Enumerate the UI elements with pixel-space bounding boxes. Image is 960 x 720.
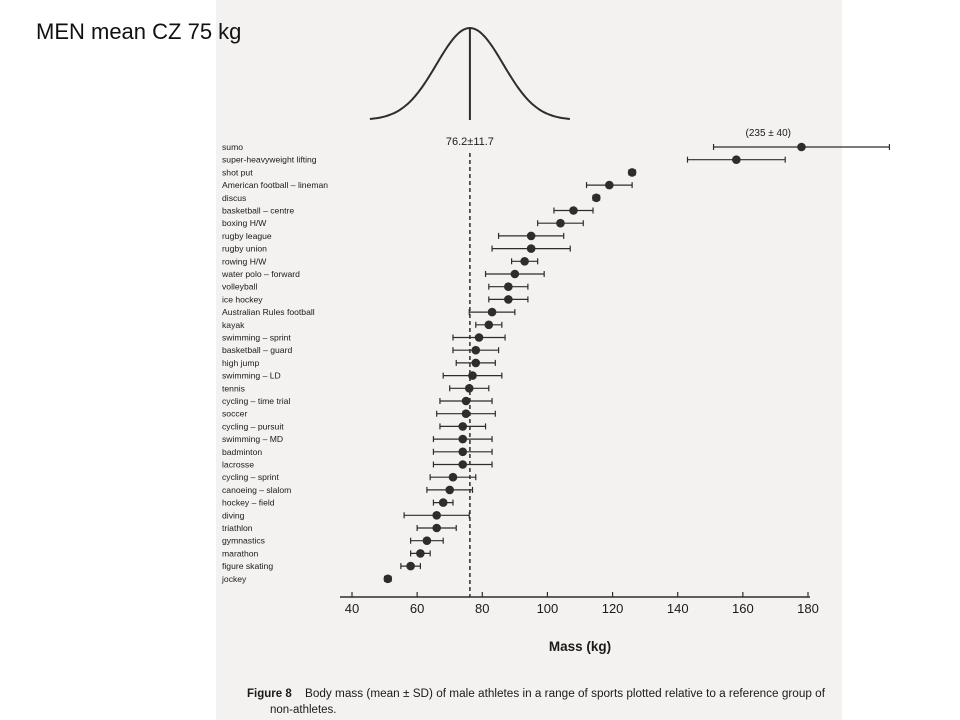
x-tick-label: 160	[732, 601, 754, 616]
data-point	[504, 282, 513, 292]
outlier-annotation: (235 ± 40)	[745, 128, 791, 139]
sport-label: shot put	[222, 167, 253, 177]
sport-label: swimming – LD	[222, 371, 281, 381]
sport-label: lacrosse	[222, 460, 254, 470]
data-point	[569, 206, 578, 215]
sport-label: rugby union	[222, 244, 267, 254]
data-point	[438, 498, 448, 507]
sport-label: volleyball	[222, 282, 257, 292]
sport-label: canoeing – slalom	[222, 485, 291, 495]
sport-label: ice hockey	[222, 294, 263, 304]
sport-label: jockey	[221, 574, 247, 584]
x-axis-title: Mass (kg)	[549, 639, 611, 654]
slide-title: MEN mean CZ 75 kg	[36, 19, 242, 44]
sport-label: soccer	[222, 409, 247, 419]
sport-label: American football – lineman	[222, 180, 328, 190]
data-point	[458, 434, 468, 444]
x-tick-label: 60	[410, 601, 424, 616]
data-point	[468, 371, 477, 380]
data-point	[383, 574, 393, 584]
data-point	[556, 218, 565, 228]
sport-label: kayak	[222, 320, 245, 330]
sport-label: badminton	[222, 447, 262, 457]
sport-label: cycling – pursuit	[222, 421, 284, 431]
sport-label: super-heavyweight lifting	[222, 155, 317, 165]
data-point	[432, 523, 441, 533]
data-point	[458, 460, 468, 469]
sport-label: triathlon	[222, 523, 253, 533]
scanned-figure-background	[216, 0, 842, 720]
data-point	[458, 447, 468, 457]
data-point	[487, 307, 497, 317]
caption-figure-number: Figure 8	[247, 688, 292, 700]
caption-text-line2: non-athletes.	[270, 704, 337, 716]
sport-label: hockey – field	[222, 498, 275, 508]
data-point	[526, 244, 536, 253]
sport-label: rugby league	[222, 231, 272, 241]
data-point	[510, 269, 520, 279]
data-point	[464, 384, 474, 393]
sport-label: diving	[222, 510, 245, 520]
data-point	[797, 142, 806, 152]
x-tick-label: 140	[667, 601, 689, 616]
x-tick-label: 100	[537, 601, 559, 616]
sport-label: rowing H/W	[222, 256, 267, 266]
x-tick-label: 180	[797, 601, 819, 616]
data-point	[627, 168, 637, 177]
x-tick-label: 40	[345, 601, 359, 616]
sport-label: water polo – forward	[221, 269, 300, 279]
sport-labels: sumo super-heavyweight lifting shot put Ame…	[221, 142, 328, 584]
data-point	[406, 561, 415, 571]
sport-label: marathon	[222, 548, 259, 558]
sport-label: swimming – sprint	[222, 333, 291, 343]
caption-text-line1: Body mass (mean ± SD) of male athletes i…	[305, 688, 826, 700]
sport-label: cycling – sprint	[222, 472, 279, 482]
sport-label: boxing H/W	[222, 218, 267, 228]
data-point	[445, 485, 455, 495]
sport-label: basketball – centre	[222, 206, 294, 216]
sport-label: tennis	[222, 383, 245, 393]
data-point	[520, 257, 529, 266]
data-point	[591, 193, 601, 203]
data-point	[474, 333, 484, 342]
figure-caption: Figure 8 Body mass (mean ± SD) of male at…	[247, 688, 826, 716]
data-point	[422, 536, 432, 545]
data-point	[461, 409, 471, 419]
data-point	[458, 422, 468, 431]
sport-label: gymnastics	[222, 536, 265, 546]
sport-label: swimming – MD	[222, 434, 283, 444]
sport-label: discus	[222, 193, 246, 203]
sport-label: high jump	[222, 358, 259, 368]
x-tick-label: 80	[475, 601, 489, 616]
data-point	[448, 472, 458, 482]
data-point	[526, 231, 536, 241]
reference-distribution: 76.2±11.7	[369, 26, 570, 597]
data-point	[471, 358, 481, 368]
data-point	[732, 155, 741, 164]
x-tick-label: 120	[602, 601, 624, 616]
data-point	[432, 511, 441, 520]
data-point	[504, 295, 513, 304]
sport-label: cycling – time trial	[222, 396, 290, 406]
data-point	[416, 549, 425, 558]
data-point	[605, 180, 614, 190]
sport-label: Australian Rules football	[222, 307, 315, 317]
sport-label: basketball – guard	[222, 345, 292, 355]
data-point	[484, 320, 494, 330]
data-point	[461, 396, 471, 406]
x-axis: 40 60 80 100 120 140 160 180 Mass (kg)	[340, 592, 819, 654]
data-point	[471, 345, 481, 355]
data-points: (235 ± 40)	[383, 128, 891, 584]
reference-label: 76.2±11.7	[446, 136, 494, 148]
sport-label: figure skating	[222, 561, 273, 571]
sport-label: sumo	[222, 142, 243, 152]
